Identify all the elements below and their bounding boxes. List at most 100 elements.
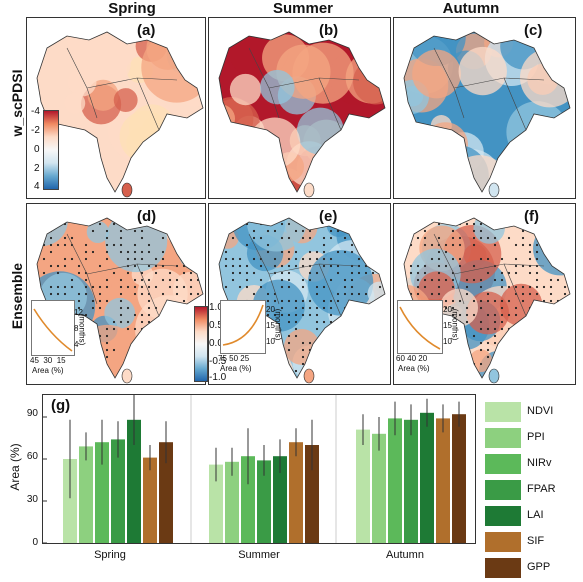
significance-dot (294, 327, 298, 331)
inset-tick: 25 (240, 354, 250, 363)
significance-dot (371, 243, 375, 247)
legend-swatch (485, 558, 521, 578)
significance-dot (147, 376, 151, 378)
significance-dot (119, 250, 123, 254)
significance-dot (437, 257, 441, 261)
significance-dot (451, 257, 455, 261)
legend-label: LAI (527, 509, 544, 521)
legend-item-ndvi: NDVI (485, 400, 583, 424)
map-color-patch (155, 349, 188, 378)
significance-dot (486, 348, 490, 352)
significance-dot (556, 355, 560, 359)
significance-dot (556, 327, 560, 331)
significance-dot (528, 243, 532, 247)
significance-dot (147, 355, 151, 359)
significance-dot (105, 285, 109, 289)
significance-dot (287, 257, 291, 261)
significance-dot (70, 285, 74, 289)
significance-dot (535, 369, 539, 373)
significance-dot (147, 341, 151, 345)
significance-dot (119, 229, 123, 233)
significance-dot (364, 341, 368, 345)
significance-dot (514, 327, 518, 331)
significance-dot (416, 271, 420, 275)
significance-dot (521, 299, 525, 303)
significance-dot (444, 278, 448, 282)
significance-dot (315, 250, 319, 254)
panel-letter-c: (c) (524, 22, 543, 39)
inset-plot-f (397, 300, 443, 354)
significance-dot (378, 243, 382, 247)
significance-dot (308, 257, 312, 261)
significance-dot (322, 306, 326, 310)
inset-tick: 20 (443, 305, 452, 314)
significance-dot (451, 222, 455, 226)
significance-dot (371, 257, 375, 261)
significance-dot (479, 285, 483, 289)
significance-dot (507, 362, 511, 366)
significance-dot (322, 334, 326, 338)
inset-x-ticks: 45 30 15 (30, 356, 66, 365)
bar-ppi-spring (79, 446, 93, 543)
map-color-patch (140, 337, 191, 378)
significance-dot (514, 376, 518, 378)
significance-dot (91, 299, 95, 303)
significance-dot (451, 285, 455, 289)
significance-dot (322, 362, 326, 366)
significance-dot (437, 278, 441, 282)
country-border (248, 47, 360, 131)
significance-dot (521, 320, 525, 324)
significance-dot (70, 257, 74, 261)
significance-dot (133, 257, 137, 261)
significance-dot (77, 264, 81, 268)
inset-tick: 30 (43, 356, 53, 365)
significance-dot (56, 292, 60, 296)
significance-dot (563, 285, 567, 289)
significance-dot (98, 376, 102, 378)
inset-tick: 20 (266, 305, 275, 314)
significance-dot (500, 257, 504, 261)
significance-dot (280, 222, 284, 226)
significance-dot (294, 306, 298, 310)
legend-label: NIRv (527, 457, 552, 469)
significance-dot (357, 306, 361, 310)
significance-dot (287, 250, 291, 254)
significance-dot (315, 355, 319, 359)
significance-dot (119, 369, 123, 373)
significance-dot (98, 306, 102, 310)
legend-swatch (485, 506, 521, 526)
significance-dot (556, 341, 560, 345)
significance-dot (322, 341, 326, 345)
significance-dot (252, 369, 256, 373)
significance-dot (500, 348, 504, 352)
significance-dot (514, 348, 518, 352)
bar-sif-autumn (436, 418, 450, 543)
significance-dot (542, 243, 546, 247)
significance-dot (280, 299, 284, 303)
significance-dot (465, 362, 469, 366)
legend-swatch (485, 480, 521, 500)
significance-dot (196, 243, 200, 247)
significance-dot (308, 299, 312, 303)
significance-dot (42, 222, 46, 226)
significance-dot (423, 222, 427, 226)
significance-dot (563, 250, 567, 254)
significance-dot (98, 348, 102, 352)
significance-dot (140, 236, 144, 240)
significance-dot (465, 355, 469, 359)
bar-gpp-autumn (452, 414, 466, 543)
column-title-autumn: Autumn (442, 0, 500, 17)
significance-dot (168, 334, 172, 338)
significance-dot (245, 243, 249, 247)
y-tick: 30 (26, 494, 38, 505)
significance-dot (42, 257, 46, 261)
significance-dot (472, 313, 476, 317)
significance-dot (371, 327, 375, 331)
map-color-patch (171, 168, 196, 192)
significance-dot (84, 292, 88, 296)
significance-dot (528, 355, 532, 359)
significance-dot (140, 376, 144, 378)
significance-dot (308, 250, 312, 254)
significance-dot (542, 313, 546, 317)
map-color-patch (292, 42, 354, 104)
